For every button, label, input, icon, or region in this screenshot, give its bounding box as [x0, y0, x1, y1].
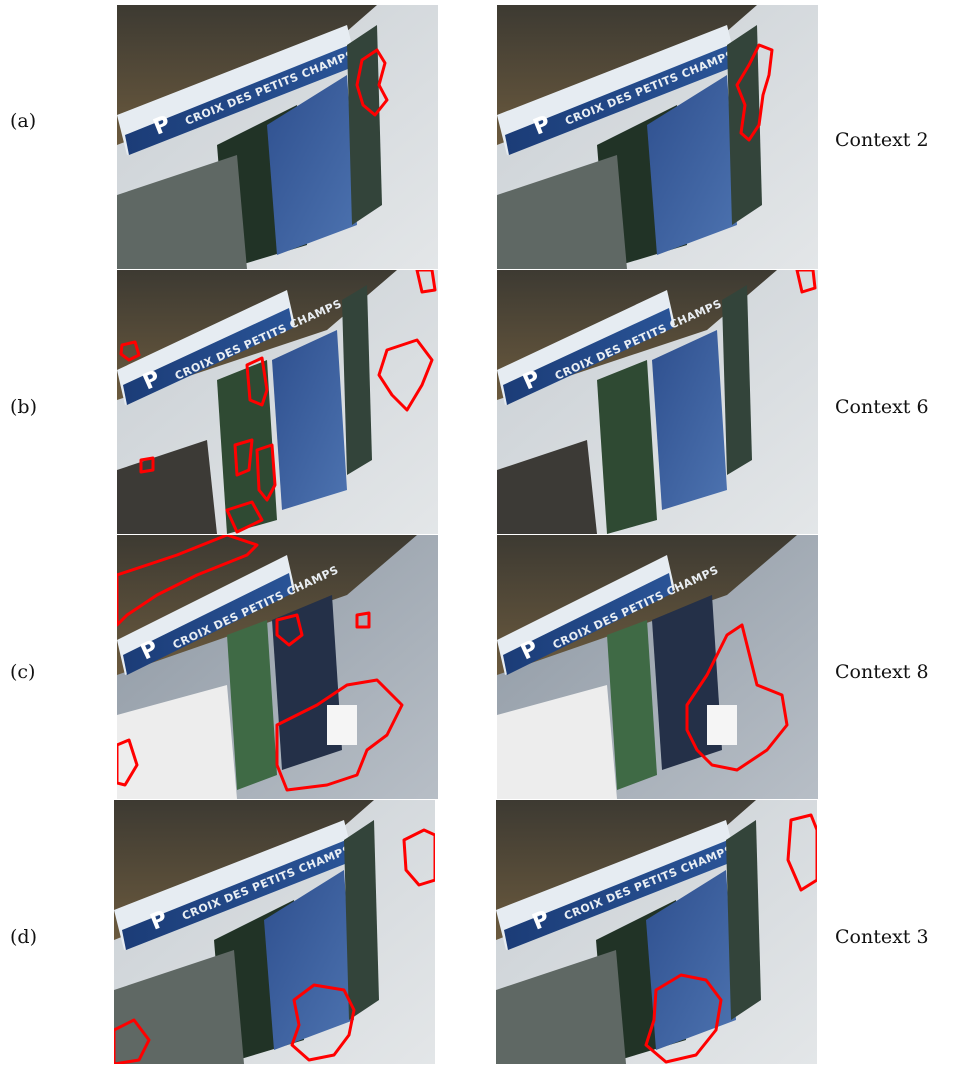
context-label: Context 2 [835, 129, 929, 151]
detection-contour [786, 813, 817, 892]
row-label: (d) [10, 926, 37, 948]
figure-row-d: (d) P CROIX DES PETITS CHAMPS P CROIX DE… [0, 800, 969, 1065]
row-label: (c) [10, 661, 36, 683]
detection-contour [119, 340, 141, 362]
detection-contour [735, 43, 774, 142]
figure-row-b: (b) P CROIX DES PETITS CHAMPS [0, 270, 969, 535]
detection-contour [139, 456, 155, 474]
detection-contour [685, 623, 789, 772]
row-label: (b) [10, 396, 37, 418]
detection-contour [233, 438, 254, 477]
figure-row-a: (a) P CROIX DES PETITS CHAMPS P CROIX DE… [0, 5, 969, 270]
frame-left: P CROIX DES PETITS CHAMPS [117, 270, 438, 534]
detection-contour [290, 983, 356, 1062]
detection-contour [275, 613, 304, 647]
detection-contour [117, 535, 259, 627]
detection-contour [795, 270, 817, 294]
context-label: Context 6 [835, 396, 929, 418]
scene-image: P CROIX DES PETITS CHAMPS [497, 270, 818, 534]
context-label: Context 8 [835, 661, 929, 683]
scene-image: P CROIX DES PETITS CHAMPS [497, 535, 818, 799]
scene-image: P CROIX DES PETITS CHAMPS [114, 800, 435, 1064]
frame-right: P CROIX DES PETITS CHAMPS [497, 5, 818, 269]
figure-row-c: (c) P CROIX DES PETITS CHAMPS P [0, 535, 969, 800]
row-label: (a) [10, 110, 37, 132]
frame-right: P CROIX DES PETITS CHAMPS [497, 535, 818, 799]
detection-contour [255, 443, 277, 502]
frame-right: P CROIX DES PETITS CHAMPS [496, 800, 817, 1064]
scene-image: P CROIX DES PETITS CHAMPS [117, 5, 438, 269]
frame-left: P CROIX DES PETITS CHAMPS [117, 5, 438, 269]
detection-contour [117, 738, 139, 787]
frame-right: P CROIX DES PETITS CHAMPS [497, 270, 818, 534]
scene-image: P CROIX DES PETITS CHAMPS [117, 270, 438, 534]
detection-contour [644, 973, 723, 1064]
detection-contour [355, 611, 371, 629]
scene-image: P CROIX DES PETITS CHAMPS [117, 535, 438, 799]
detection-contour [245, 356, 269, 407]
detection-contour [355, 48, 389, 117]
detection-contour [377, 338, 434, 412]
scene-image: P CROIX DES PETITS CHAMPS [496, 800, 817, 1064]
scene-image: P CROIX DES PETITS CHAMPS [497, 5, 818, 269]
detection-contour [402, 828, 435, 887]
detection-contour [114, 1018, 151, 1064]
detection-contour [225, 500, 264, 534]
detection-contour [275, 678, 404, 792]
frame-left: P CROIX DES PETITS CHAMPS [117, 535, 438, 799]
detection-contour [415, 270, 437, 294]
context-label: Context 3 [835, 926, 929, 948]
frame-left: P CROIX DES PETITS CHAMPS [114, 800, 435, 1064]
